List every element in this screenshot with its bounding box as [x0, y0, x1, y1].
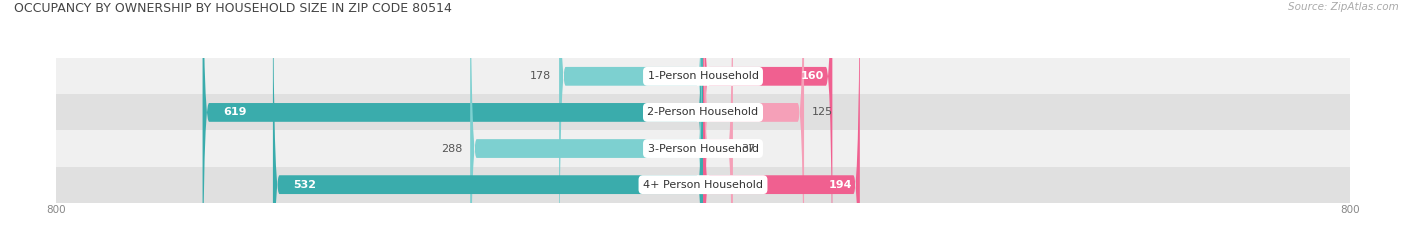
- Text: 619: 619: [222, 107, 246, 117]
- Text: 4+ Person Household: 4+ Person Household: [643, 180, 763, 190]
- FancyBboxPatch shape: [703, 0, 860, 233]
- Text: 3-Person Household: 3-Person Household: [648, 144, 758, 154]
- Text: 1-Person Household: 1-Person Household: [648, 71, 758, 81]
- Text: OCCUPANCY BY OWNERSHIP BY HOUSEHOLD SIZE IN ZIP CODE 80514: OCCUPANCY BY OWNERSHIP BY HOUSEHOLD SIZE…: [14, 2, 451, 15]
- Text: 160: 160: [801, 71, 824, 81]
- Text: 125: 125: [813, 107, 834, 117]
- Text: 178: 178: [530, 71, 551, 81]
- Text: 194: 194: [828, 180, 852, 190]
- Text: 2-Person Household: 2-Person Household: [647, 107, 759, 117]
- FancyBboxPatch shape: [202, 0, 703, 233]
- FancyBboxPatch shape: [560, 0, 703, 233]
- FancyBboxPatch shape: [273, 0, 703, 233]
- Bar: [56, 94, 1350, 130]
- Text: 532: 532: [292, 180, 316, 190]
- Text: 288: 288: [440, 144, 463, 154]
- Text: Source: ZipAtlas.com: Source: ZipAtlas.com: [1288, 2, 1399, 12]
- Text: 37: 37: [741, 144, 755, 154]
- FancyBboxPatch shape: [703, 0, 804, 233]
- FancyBboxPatch shape: [703, 0, 733, 233]
- Bar: [56, 58, 1350, 94]
- FancyBboxPatch shape: [703, 0, 832, 233]
- Bar: [56, 130, 1350, 167]
- Bar: [56, 167, 1350, 203]
- FancyBboxPatch shape: [470, 0, 703, 233]
